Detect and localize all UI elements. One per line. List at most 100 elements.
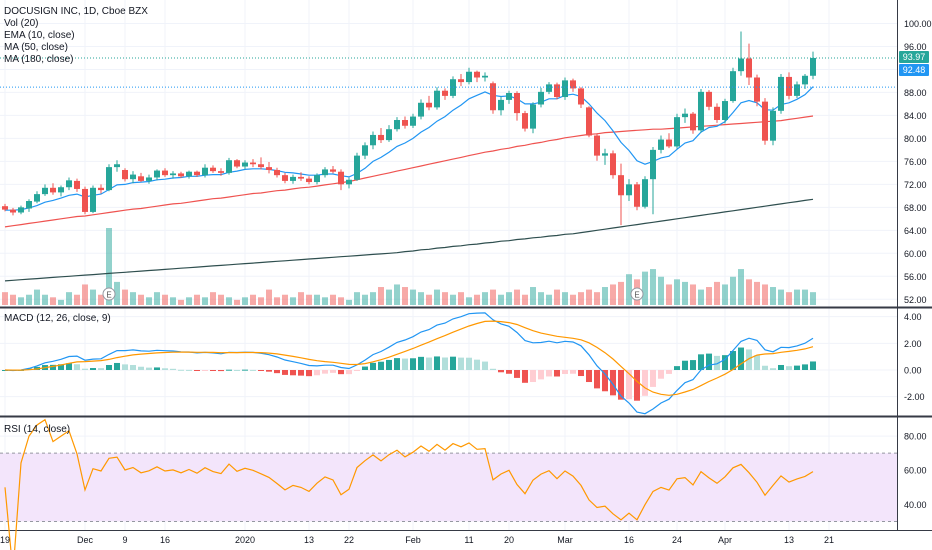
macd-histogram-bar — [138, 366, 144, 370]
macd-axis-tick: 0.00 — [904, 366, 922, 376]
macd-histogram-bar — [666, 370, 672, 374]
candle-body — [770, 110, 776, 141]
macd-histogram-bar — [482, 361, 488, 370]
macd-histogram-bar — [298, 370, 304, 376]
legend-ema[interactable]: EMA (10, close) — [4, 30, 75, 41]
macd-pane-label[interactable]: MACD (12, 26, close, 9) — [4, 313, 111, 324]
macd-histogram-bar — [626, 370, 632, 400]
macd-histogram-bar — [754, 355, 760, 370]
macd-histogram-bar — [634, 370, 640, 401]
volume-bar — [506, 292, 512, 305]
volume-bar — [498, 294, 504, 305]
macd-histogram-bar — [258, 370, 264, 371]
macd-histogram-bar — [250, 369, 256, 371]
symbol-title[interactable]: DOCUSIGN INC, 1D, Cboe BZX — [4, 6, 148, 17]
macd-histogram-bar — [114, 362, 120, 370]
macd-histogram-bar — [90, 368, 96, 370]
time-axis-tick: Apr — [718, 535, 732, 545]
volume-bar — [458, 292, 464, 305]
volume-bar — [130, 292, 136, 305]
volume-bar — [778, 289, 784, 305]
price-axis: 100.0096.0092.0088.0084.0080.0076.0072.0… — [904, 19, 932, 510]
candle-body — [258, 164, 264, 168]
candle-body — [522, 113, 528, 129]
candle-body — [138, 176, 144, 181]
candle-body — [106, 167, 112, 191]
rsi-axis-tick: 60.00 — [904, 466, 927, 476]
macd-histogram-bar — [74, 364, 80, 370]
candle-body — [530, 104, 536, 129]
volume-bar — [402, 287, 408, 305]
legend-ma180[interactable]: MA (180, close) — [4, 54, 74, 65]
volume-bar — [722, 284, 728, 305]
volume-bar — [666, 284, 672, 305]
candle-body — [306, 178, 312, 183]
volume-bar — [394, 284, 400, 305]
volume-bar — [154, 292, 160, 305]
candle-body — [674, 117, 680, 147]
ema10-line — [5, 86, 814, 211]
candle-body — [482, 75, 488, 78]
macd-histogram-bar — [530, 370, 536, 383]
rsi-pane-label[interactable]: RSI (14, close) — [4, 424, 71, 435]
price-axis-tick: 52.00 — [904, 295, 927, 305]
macd-histogram-bar — [682, 360, 688, 370]
candle-body — [234, 160, 240, 167]
macd-histogram-bar — [794, 365, 800, 370]
legend-ma50[interactable]: MA (50, close) — [4, 42, 68, 53]
macd-histogram-bar — [738, 347, 744, 370]
candle-body — [746, 58, 752, 78]
price-axis-tick: 76.00 — [904, 157, 927, 167]
macd-histogram-bar — [50, 364, 56, 370]
volume-bar — [58, 299, 64, 305]
macd-histogram-bar — [706, 353, 712, 370]
macd-histogram-bar — [602, 370, 608, 392]
macd-histogram-bar — [514, 370, 520, 378]
candle-body — [578, 88, 584, 105]
candle-body — [402, 120, 408, 126]
legend-volume[interactable]: Vol (20) — [4, 18, 39, 29]
volume-bar — [226, 297, 232, 305]
macd-histogram-bar — [290, 370, 296, 376]
candle-body — [474, 71, 480, 78]
volume-bar — [410, 289, 416, 305]
macd-histogram-bar — [618, 370, 624, 400]
earnings-marker-circle — [630, 287, 644, 301]
candle-body — [74, 180, 80, 189]
volume-bar — [770, 287, 776, 305]
volume-bar — [266, 289, 272, 305]
volume-bar — [74, 294, 80, 305]
price-axis-tick: 64.00 — [904, 226, 927, 236]
macd-histogram-bar — [234, 369, 240, 371]
macd-histogram-bar — [698, 354, 704, 370]
earnings-marker-label: E — [106, 291, 111, 300]
candle-body — [162, 170, 168, 176]
candle-body — [714, 106, 720, 121]
volume-bar — [50, 297, 56, 305]
volume-bar — [618, 281, 624, 305]
candle-body — [690, 113, 696, 131]
macd-histogram-bar — [554, 370, 560, 377]
volume-bar — [362, 294, 368, 305]
volume-bar — [202, 297, 208, 305]
macd-histogram-bar — [458, 357, 464, 370]
candle-body — [314, 175, 320, 183]
volume-bar — [298, 292, 304, 305]
macd-histogram-bar — [410, 358, 416, 370]
macd-histogram-bar — [122, 364, 128, 370]
macd-histogram-bar — [170, 368, 176, 370]
volume-bar — [314, 294, 320, 305]
macd-histogram-bar — [274, 370, 280, 374]
volume-bar — [258, 297, 264, 305]
candle-body — [722, 101, 728, 121]
macd-histogram-bar — [810, 361, 816, 370]
time-axis-tick: Mar — [557, 535, 573, 545]
time-axis-tick: 24 — [672, 535, 682, 545]
volume-bar — [746, 279, 752, 305]
candle-body — [42, 187, 48, 195]
macd-histogram-bar — [562, 370, 568, 375]
candle-body — [370, 134, 376, 146]
macd-histogram-bar — [154, 367, 160, 370]
candle-body — [298, 176, 304, 179]
